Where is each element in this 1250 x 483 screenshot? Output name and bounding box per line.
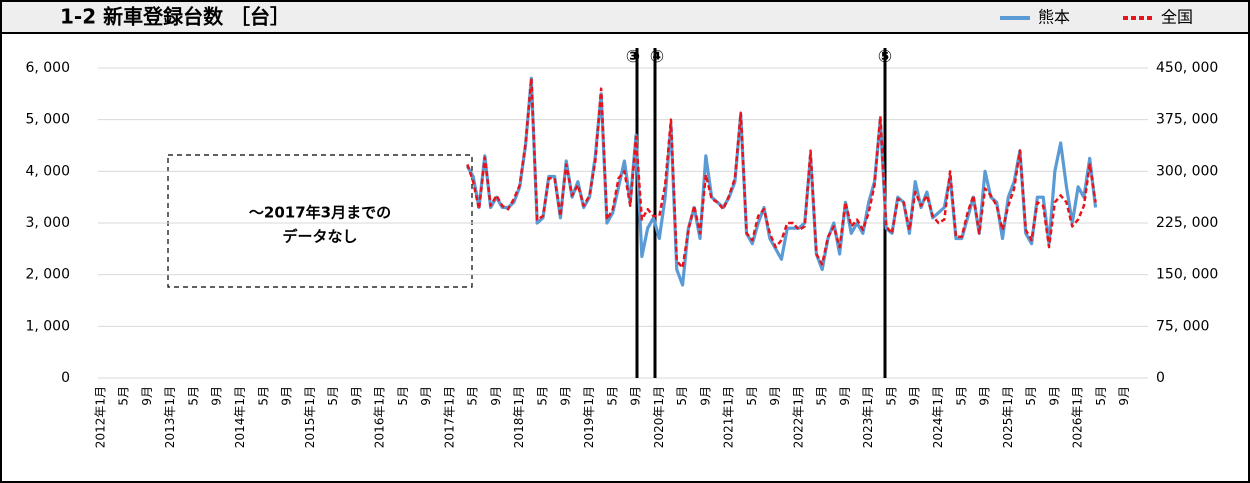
x-tick-label: 2016年1月 xyxy=(373,386,387,448)
x-tick-label: 5月 xyxy=(326,386,340,406)
x-tick-label: 9月 xyxy=(1047,386,1061,406)
x-tick-label: 5月 xyxy=(466,386,480,406)
x-tick-label: 9月 xyxy=(489,386,503,406)
x-tick-label: 9月 xyxy=(838,386,852,406)
x-tick-label: 9月 xyxy=(629,386,643,406)
y-tick-label: 2, 000 xyxy=(25,267,70,283)
note-text: データなし xyxy=(282,228,357,246)
x-tick-label: 2013年1月 xyxy=(163,386,177,448)
y-tick-label: 4, 000 xyxy=(25,163,70,179)
x-tick-label: 2015年1月 xyxy=(303,386,317,448)
y-tick-label: 6, 000 xyxy=(25,60,70,76)
x-tick-label: 5月 xyxy=(815,386,829,406)
x-tick-label: 2018年1月 xyxy=(512,386,526,448)
x-tick-label: 5月 xyxy=(396,386,410,406)
x-tick-label: 2024年1月 xyxy=(931,386,945,448)
x-tick-label: 9月 xyxy=(1117,386,1131,406)
note-box xyxy=(167,154,473,288)
chart-title: 1-2 新車登録台数 ［台］ xyxy=(60,5,290,29)
x-tick-label: 2020年1月 xyxy=(652,386,666,448)
x-tick-label: 5月 xyxy=(117,386,131,406)
legend-label: 全国 xyxy=(1161,8,1193,27)
y2-tick-label: 75, 000 xyxy=(1156,318,1209,334)
x-tick-label: 5月 xyxy=(884,386,898,406)
x-tick-label: 2019年1月 xyxy=(582,386,596,448)
x-tick-label: 2017年1月 xyxy=(442,386,456,448)
x-tick-label: 2014年1月 xyxy=(233,386,247,448)
x-tick-label: 5月 xyxy=(186,386,200,406)
y2-tick-label: 0 xyxy=(1156,370,1165,386)
y2-tick-label: 225, 000 xyxy=(1156,215,1218,231)
y2-tick-label: 300, 000 xyxy=(1156,163,1218,179)
annotation-label: ③ xyxy=(626,47,640,67)
x-tick-label: 2025年1月 xyxy=(1001,386,1015,448)
x-tick-label: 5月 xyxy=(745,386,759,406)
x-tick-label: 5月 xyxy=(675,386,689,406)
y-tick-label: 3, 000 xyxy=(25,215,70,231)
x-tick-label: 9月 xyxy=(978,386,992,406)
series-line xyxy=(466,77,1097,270)
x-tick-label: 9月 xyxy=(140,386,154,406)
x-tick-label: 9月 xyxy=(908,386,922,406)
x-tick-label: 5月 xyxy=(605,386,619,406)
x-tick-label: 5月 xyxy=(1024,386,1038,406)
y-tick-label: 1, 000 xyxy=(25,318,70,334)
y2-tick-label: 450, 000 xyxy=(1156,60,1218,76)
x-tick-label: 2026年1月 xyxy=(1071,386,1085,448)
x-tick-label: 9月 xyxy=(698,386,712,406)
title-bar xyxy=(0,0,1250,34)
x-tick-label: 5月 xyxy=(535,386,549,406)
x-tick-label: 9月 xyxy=(349,386,363,406)
y-tick-label: 0 xyxy=(61,370,70,386)
x-tick-label: 2023年1月 xyxy=(861,386,875,448)
x-tick-label: 9月 xyxy=(419,386,433,406)
y2-tick-label: 375, 000 xyxy=(1156,112,1218,128)
x-tick-label: 2022年1月 xyxy=(791,386,805,448)
x-tick-label: 9月 xyxy=(280,386,294,406)
x-tick-label: 9月 xyxy=(210,386,224,406)
legend-label: 熊本 xyxy=(1038,8,1070,27)
x-tick-label: 2012年1月 xyxy=(93,386,107,448)
x-tick-label: 5月 xyxy=(256,386,270,406)
x-tick-label: 5月 xyxy=(1094,386,1108,406)
y2-tick-label: 150, 000 xyxy=(1156,267,1218,283)
x-tick-label: 9月 xyxy=(768,386,782,406)
x-tick-label: 2021年1月 xyxy=(722,386,736,448)
annotation-label: ⑤ xyxy=(878,47,892,67)
annotation-label: ④ xyxy=(650,47,664,67)
y-tick-label: 5, 000 xyxy=(25,112,70,128)
note-text: ～2017年3月までの xyxy=(249,204,391,222)
x-tick-label: 5月 xyxy=(954,386,968,406)
x-tick-label: 9月 xyxy=(559,386,573,406)
